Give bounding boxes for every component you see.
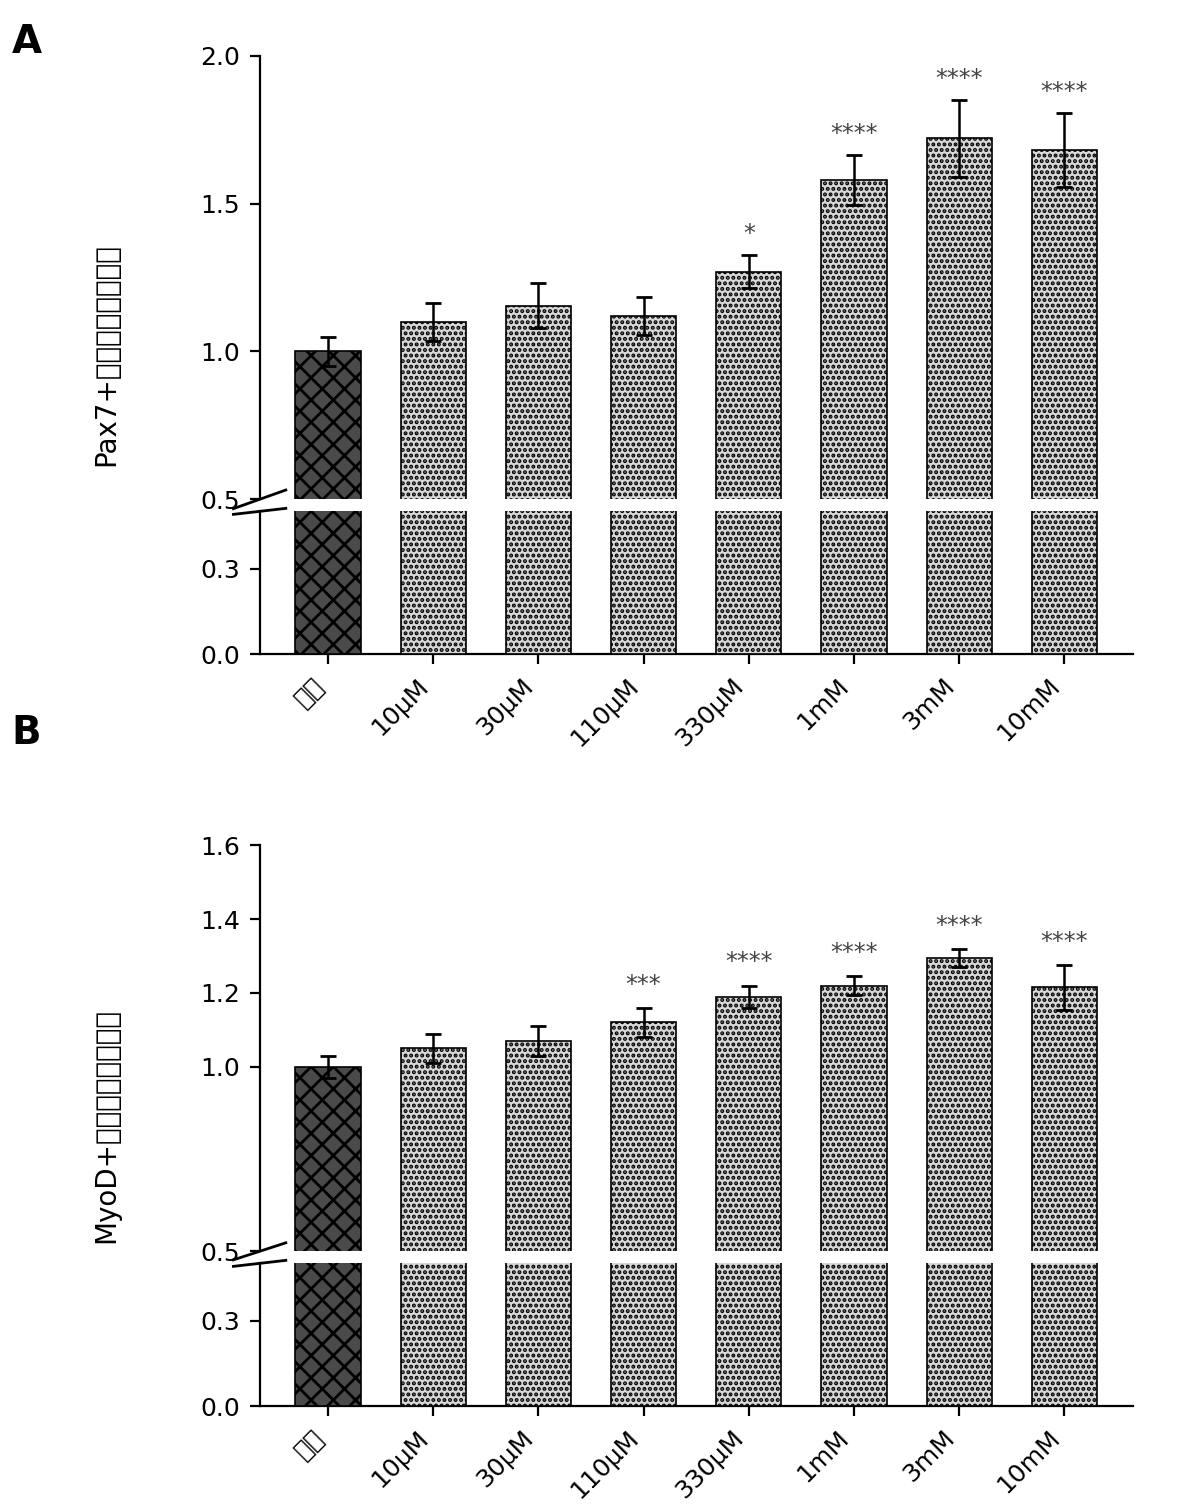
Bar (926, 138, 992, 647)
Bar (400, 1107, 466, 1406)
Bar (295, 352, 361, 647)
Bar (400, 322, 466, 647)
Bar (295, 1066, 361, 1436)
Bar (506, 1041, 571, 1436)
Bar (611, 334, 676, 654)
Bar (716, 997, 781, 1436)
Text: B: B (12, 714, 41, 752)
Bar (716, 272, 781, 647)
Text: ****: **** (936, 68, 983, 92)
Bar (295, 1120, 361, 1406)
Bar (1031, 1059, 1097, 1406)
Bar (716, 292, 781, 654)
Bar (926, 958, 992, 1436)
Bar (506, 1101, 571, 1406)
Text: ****: **** (1041, 80, 1088, 104)
Text: Pax7+细胞（倍数变化）: Pax7+细胞（倍数变化） (92, 244, 120, 466)
Bar (821, 1057, 886, 1406)
Bar (400, 340, 466, 654)
Bar (611, 1023, 676, 1436)
Bar (506, 305, 571, 647)
Bar (1031, 987, 1097, 1436)
Text: *: * (743, 223, 755, 247)
Bar (611, 1086, 676, 1406)
Bar (295, 368, 361, 654)
Bar (716, 1066, 781, 1406)
Text: ****: **** (831, 122, 878, 146)
Bar (821, 180, 886, 647)
Bar (1031, 174, 1097, 654)
Bar (506, 325, 571, 654)
Bar (611, 316, 676, 647)
Bar (821, 985, 886, 1436)
Bar (926, 162, 992, 654)
Text: ****: **** (725, 951, 773, 975)
Text: ****: **** (831, 942, 878, 966)
Bar (400, 1048, 466, 1436)
Text: ****: **** (1041, 929, 1088, 954)
Text: ****: **** (936, 913, 983, 937)
Text: ***: *** (625, 973, 662, 997)
Bar (1031, 150, 1097, 647)
Text: MyoD+细胞（倍数变化）: MyoD+细胞（倍数变化） (92, 1008, 120, 1244)
Bar (926, 1036, 992, 1406)
Bar (821, 203, 886, 654)
Text: A: A (12, 23, 42, 60)
